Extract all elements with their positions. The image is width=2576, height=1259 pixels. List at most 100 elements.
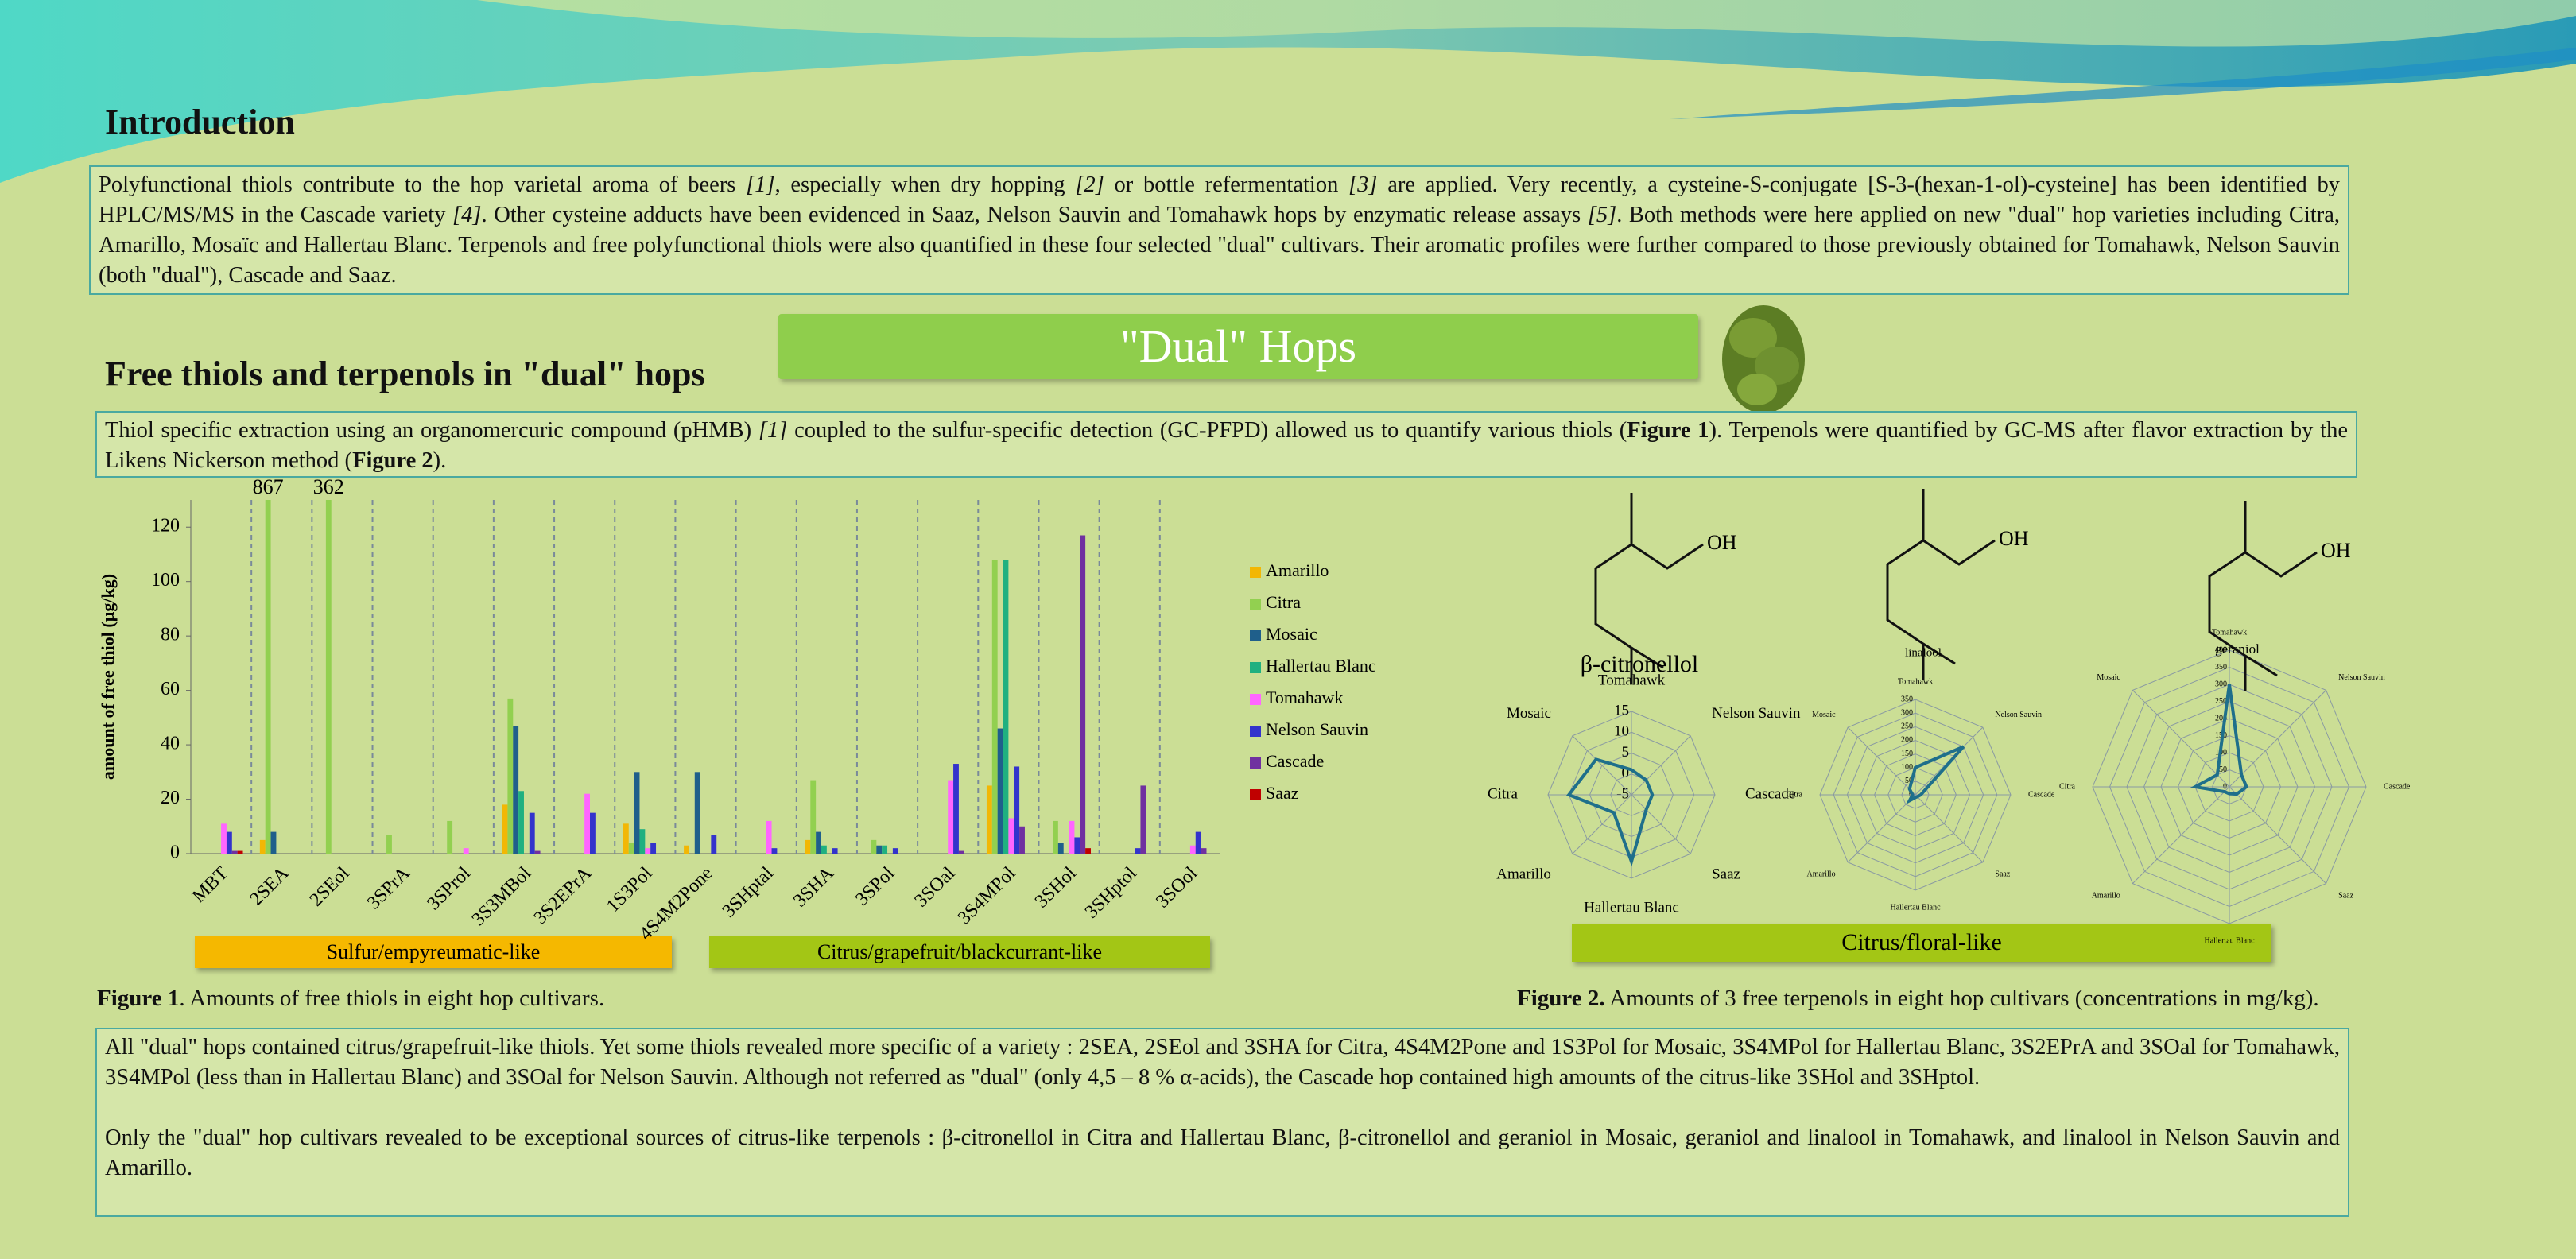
bar: [771, 848, 778, 854]
molecule-name: linalool: [1905, 646, 1942, 659]
bar: [876, 845, 883, 854]
bar: [513, 726, 519, 854]
text-run: Figure 2: [352, 448, 433, 473]
bar: [953, 764, 959, 854]
x-tick-label: 3SHptol: [1081, 863, 1141, 923]
paragraph: All "dual" hops contained citrus/grapefr…: [105, 1032, 2340, 1093]
bar: [1201, 848, 1207, 854]
x-tick-label: 3S2EPrA: [530, 862, 596, 928]
bar: [1003, 560, 1009, 854]
bar: [623, 823, 629, 854]
functional-group: OH: [1999, 527, 2029, 550]
spoke: [1915, 794, 1984, 863]
bar: [958, 850, 964, 854]
molecule: [1594, 493, 1633, 684]
bar: [821, 845, 827, 854]
legend-swatch: [1250, 630, 1261, 641]
bar: [882, 845, 888, 854]
bar: [447, 820, 453, 854]
molecule-name: β-citronellol: [1581, 651, 1699, 677]
text-run: ). Terpenols were quantified by GC-MS af…: [105, 418, 2348, 473]
bar: [948, 780, 954, 854]
bar: [645, 848, 651, 854]
r-tick-label: 150: [1901, 750, 1913, 758]
text-run: Figure 1: [97, 986, 180, 1011]
group-band: [1572, 924, 2271, 962]
bar: [237, 850, 243, 854]
bar: [810, 780, 817, 854]
spoke: [1847, 794, 1916, 863]
spoke: [1572, 735, 1632, 796]
bar: [221, 823, 227, 854]
bar: [270, 831, 277, 854]
bar: [1085, 848, 1091, 854]
bar: [1008, 818, 1014, 854]
legend-swatch: [1250, 599, 1261, 610]
x-tick-label: MBT: [188, 863, 232, 907]
r-tick-label: 350: [1901, 695, 1913, 703]
text-run: coupled to the sulfur-specific detection…: [787, 418, 1627, 443]
x-tick-label: 2SEA: [246, 862, 293, 909]
text-run: [3]: [1348, 172, 1378, 197]
axis-label: Nelson Sauvin: [2338, 673, 2385, 682]
axis-label: Mosaic: [2097, 673, 2120, 682]
bar: [584, 793, 591, 854]
y-tick-label: 80: [161, 625, 180, 645]
x-tick-label: 3SPol: [852, 863, 898, 910]
bar: [628, 843, 634, 854]
axis-label: Hallertau Blanc: [1584, 899, 1679, 916]
text-run: Thiol specific extraction using an organ…: [105, 418, 758, 443]
text-run: . Other cysteine adducts have been evide…: [481, 203, 1588, 227]
text-run: , especially when dry hopping: [774, 172, 1076, 197]
x-tick-label: 3SPrA: [363, 862, 414, 913]
r-tick-label: 50: [2219, 765, 2227, 774]
text-run: ).: [433, 448, 447, 473]
axis-label: Nelson Sauvin: [1712, 705, 1801, 722]
bar: [386, 835, 392, 854]
bar: [534, 850, 541, 854]
figure-caption: Figure 1. Amounts of free thiols in eigh…: [97, 986, 604, 1012]
legend-label: Tomahawk: [1266, 688, 1343, 707]
x-tick-label: 1S3Pol: [603, 863, 657, 917]
charts: Sulfur/empyreumatic-like Citrus/grapefrui…: [98, 475, 2411, 968]
bar: [1080, 535, 1086, 854]
bar: [650, 843, 657, 854]
r-tick-label: 50: [1905, 777, 1913, 785]
bar: [231, 850, 238, 854]
wave: [477, 0, 2576, 47]
axis-label: Saaz: [1995, 870, 2010, 879]
bar: [1074, 837, 1080, 854]
legend-label: Nelson Sauvin: [1266, 719, 1368, 739]
legend-swatch: [1250, 694, 1261, 705]
x-tick-label: 3SOal: [911, 863, 960, 912]
y-tick-label: 100: [151, 570, 180, 591]
text-run: . Both methods were here applied on new …: [99, 203, 2340, 288]
bar: [892, 848, 898, 854]
spoke: [1572, 794, 1632, 854]
conclusion-box: All "dual" hops contained citrus/grapefr…: [95, 1028, 2349, 1217]
r-tick-label: 350: [2215, 663, 2227, 672]
bar: [634, 772, 640, 854]
bar: [832, 848, 838, 854]
x-tick-label: 3SHA: [789, 862, 838, 911]
text-run: Amounts of 3 free terpenols in eight hop…: [1604, 986, 2319, 1011]
functional-group: OH: [1707, 531, 1737, 554]
axis-label: Saaz: [1712, 866, 1740, 882]
molecule: [2208, 501, 2247, 691]
y-tick-label: 40: [161, 734, 180, 754]
axis-label: Cascade: [1745, 785, 1795, 802]
x-tick-label: 3SHptal: [719, 863, 778, 922]
bar: [226, 831, 232, 854]
spacer: [105, 1093, 2340, 1123]
bar: [1135, 848, 1141, 854]
intro-box: Polyfunctional thiols contribute to the …: [89, 165, 2349, 295]
axis-label: Nelson Sauvin: [1995, 711, 2042, 719]
r-tick-label: 5: [1622, 744, 1630, 761]
molecule: [2244, 551, 2318, 578]
y-tick-label: 120: [151, 516, 180, 537]
value-label: 867: [253, 475, 284, 498]
axis-label: Mosaic: [1507, 705, 1551, 722]
group-label: Citrus/grapefruit/blackcurrant-like: [817, 940, 1102, 963]
text-run: are applied. Very recently, a cysteine-S…: [99, 172, 2341, 227]
